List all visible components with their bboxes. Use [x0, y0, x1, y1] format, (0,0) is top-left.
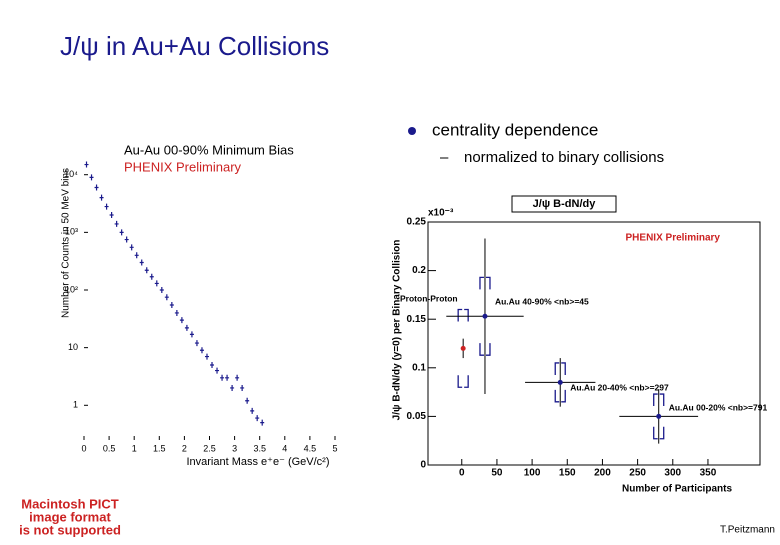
data-point [656, 413, 662, 419]
data-point [199, 347, 204, 354]
x-tick-label: 5 [332, 443, 337, 453]
x-tick-label: 300 [664, 468, 681, 479]
data-point [159, 287, 164, 293]
x-tick-label: 100 [524, 468, 541, 479]
point-label: Au.Au 40-90% <nb>=45 [495, 297, 589, 307]
sub-bullet: normalized to binary collisions [464, 149, 664, 166]
sys-error [457, 308, 469, 388]
x-axis-label: Number of Participants [622, 484, 732, 495]
data-point [94, 184, 99, 191]
x-tick-label: 350 [700, 468, 717, 479]
x-tick-label: 3.5 [253, 443, 266, 453]
x-tick-label: 4.5 [304, 443, 317, 453]
data-point [557, 379, 563, 385]
pict-notice: Macintosh PICT [21, 496, 119, 511]
plot-frame [427, 221, 761, 466]
y-tick-label: 0.25 [407, 217, 427, 228]
data-point [84, 161, 89, 168]
y-tick-label: 0.2 [412, 265, 426, 276]
author: T.Peitzmann [720, 525, 775, 536]
data-point [119, 229, 124, 236]
x-tick-label: 150 [559, 468, 576, 479]
x-tick-label: 50 [491, 468, 503, 479]
data-point [255, 415, 260, 422]
data-point [460, 345, 466, 351]
x-tick-label: 200 [594, 468, 611, 479]
y-tick-label: 0 [420, 460, 426, 471]
y-tick-label: 1 [73, 400, 78, 410]
data-point [164, 294, 169, 301]
y-tick-label: 10² [65, 284, 78, 294]
data-point [99, 194, 104, 201]
data-point [114, 220, 119, 227]
x-tick-label: 2 [182, 443, 187, 453]
sys-error [479, 276, 491, 356]
x-tick-label: 1.5 [153, 443, 166, 453]
y-tick-label: 10 [68, 342, 78, 352]
bullet-dot [408, 127, 416, 135]
x-tick-label: 3 [232, 443, 237, 453]
sub-bullet-dash: – [440, 149, 449, 166]
y-tick-label: 0.15 [407, 314, 427, 325]
data-point [245, 397, 250, 404]
data-point [129, 244, 134, 251]
y-axis-label: J/ψ B-dN/dy (y=0) per Binary Collision [392, 240, 403, 421]
sys-error [554, 362, 566, 403]
point-label: Au.Au 20-40% <nb>=297 [570, 383, 669, 393]
legend-box [511, 195, 617, 213]
data-point [89, 174, 94, 181]
x-axis-label: Invariant Mass e⁺e⁻ (GeV/c²) [186, 456, 329, 468]
data-point [134, 252, 139, 259]
scale-note: x10⁻³ [428, 208, 454, 219]
data-point [235, 374, 240, 381]
x-tick-label: 4 [282, 443, 287, 453]
data-point [179, 317, 184, 324]
data-point [230, 384, 235, 391]
data-point [482, 313, 488, 319]
y-axis-label: Number of Counts in 50 MeV bins [61, 168, 72, 318]
y-tick-label: 10⁴ [64, 169, 78, 179]
data-point [139, 259, 144, 266]
data-point [225, 374, 230, 381]
x-tick-label: 0 [81, 443, 86, 453]
point-label: Au.Au 00-20% <nb>=791 [669, 403, 768, 413]
data-point [189, 331, 194, 338]
data-point [104, 203, 109, 210]
x-tick-label: 1 [132, 443, 137, 453]
y-tick-label: 10³ [65, 227, 78, 237]
chart-title: Au-Au 00-90% Minimum Bias [124, 142, 294, 157]
slide-title: J/ψ in Au+Au Collisions [60, 31, 329, 61]
data-point [220, 374, 225, 381]
data-point [260, 419, 265, 426]
data-point [240, 384, 245, 391]
pict-notice: image format [29, 509, 111, 524]
data-point [215, 367, 220, 374]
y-tick-label: 0.05 [407, 411, 427, 422]
data-point [210, 362, 215, 368]
chart-subtitle: PHENIX Preliminary [124, 159, 242, 174]
data-point [124, 236, 129, 243]
data-point [149, 273, 154, 280]
y-tick-label: 0.1 [412, 362, 426, 373]
data-point [194, 340, 199, 347]
data-point [109, 212, 114, 218]
pict-notice: is not supported [19, 522, 121, 537]
data-point [204, 353, 209, 360]
data-point [184, 324, 189, 331]
point-label: Proton-Proton [400, 293, 458, 303]
x-tick-label: 2.5 [203, 443, 216, 453]
data-point [144, 267, 149, 274]
data-point [169, 301, 174, 308]
chart-subtitle: PHENIX Preliminary [626, 233, 721, 244]
data-point [250, 407, 255, 414]
sys-error [653, 393, 665, 440]
x-tick-label: 0 [459, 468, 465, 479]
data-point [154, 280, 159, 287]
chart-title: J/ψ B-dN/dy [533, 198, 597, 210]
data-point [174, 309, 179, 316]
x-tick-label: 250 [629, 468, 646, 479]
bullet: centrality dependence [432, 120, 598, 139]
x-tick-label: 0.5 [103, 443, 116, 453]
